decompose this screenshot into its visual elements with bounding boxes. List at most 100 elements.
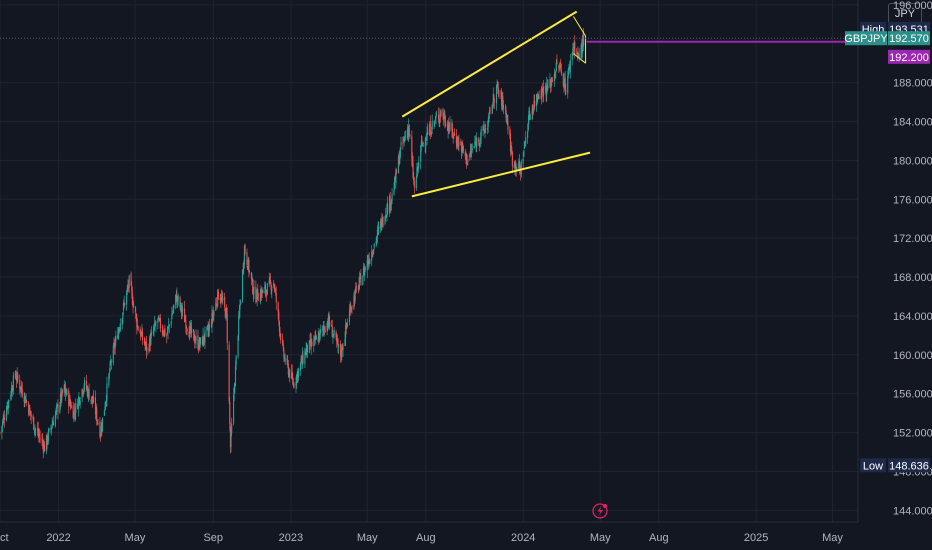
candle-body — [488, 114, 490, 122]
candle-body — [458, 141, 460, 147]
candle-body — [509, 130, 511, 136]
candle-body — [230, 431, 232, 447]
candle-body — [292, 377, 294, 384]
wedge-top-line[interactable] — [573, 16, 587, 37]
candle-body — [332, 334, 335, 335]
flash-event-icon[interactable] — [592, 503, 608, 519]
channel-upper-trendline[interactable] — [401, 10, 578, 118]
candle-body — [350, 307, 352, 312]
candle-body — [553, 74, 555, 82]
candle-body — [233, 389, 235, 394]
candle-body — [371, 251, 373, 261]
candle-body — [269, 279, 272, 284]
candle-body — [206, 325, 209, 327]
low-label-text: Low — [863, 460, 883, 472]
candle-body — [277, 302, 279, 312]
candle-body — [322, 326, 324, 331]
candle-body — [310, 339, 312, 346]
candle-body — [564, 77, 566, 91]
candle-body — [103, 409, 105, 416]
candle-body — [420, 145, 422, 162]
candle-body — [422, 143, 424, 144]
candle-body — [332, 335, 334, 337]
candle-body — [308, 340, 310, 353]
candle-body — [324, 330, 326, 333]
candle-body — [452, 128, 454, 137]
candle-body — [350, 307, 352, 313]
candle-body — [407, 129, 409, 135]
candle-body — [487, 119, 489, 127]
target-price-value-text: 192.200 — [889, 52, 929, 64]
candle-body — [313, 336, 315, 341]
candle-body — [128, 275, 130, 289]
candle-body — [435, 116, 437, 119]
candle-body — [238, 315, 240, 336]
candle-body — [265, 290, 267, 293]
candle-body — [114, 342, 116, 349]
candle-body — [269, 279, 271, 282]
candle-body — [148, 348, 150, 351]
low-value: 148.636 — [888, 458, 930, 473]
candle-body — [241, 269, 244, 301]
channel-lower-trendline[interactable] — [411, 151, 591, 198]
candle-body — [247, 259, 249, 270]
candle-body — [130, 273, 132, 286]
candle-body — [528, 110, 530, 121]
candle-body — [68, 390, 70, 407]
candle-body — [191, 327, 193, 334]
candle-body — [331, 324, 333, 327]
candle-body — [131, 286, 133, 292]
candle-body — [82, 391, 84, 394]
candle-body — [551, 79, 553, 81]
candle-body — [146, 347, 148, 350]
candle-body — [416, 167, 418, 178]
candle-body — [194, 340, 196, 344]
time-axis[interactable]: Oct 2022 May Sep 2023 May Aug 2024 May Aug 2025 May — [0, 532, 843, 544]
symbol-label: GBPJPY — [844, 31, 888, 45]
target-price-value: 192.200 — [888, 49, 930, 64]
candle-body — [34, 428, 36, 431]
candle-body — [318, 332, 321, 340]
candle-body — [260, 290, 262, 298]
candle-body — [152, 330, 154, 334]
candle-body — [569, 64, 571, 70]
candle-body — [163, 329, 165, 336]
candle-body — [289, 369, 291, 378]
candle-body — [228, 344, 230, 402]
candle-body — [54, 413, 56, 426]
candle-body — [167, 327, 169, 333]
candle-body — [380, 219, 382, 228]
candle-body — [65, 392, 67, 395]
candle-body — [541, 87, 543, 90]
candle-body — [202, 334, 204, 346]
candle-body — [84, 379, 86, 386]
candle-body — [73, 410, 76, 413]
candle-body — [217, 290, 219, 307]
drawings[interactable] — [0, 10, 858, 519]
candle-body — [23, 397, 25, 402]
candle-body — [128, 285, 130, 287]
candle-body — [237, 335, 239, 357]
candle-body — [257, 300, 259, 302]
last-price-value-text: 192.570 — [889, 33, 929, 45]
candle-body — [394, 176, 396, 182]
candle-body — [527, 122, 529, 130]
candle-body — [534, 100, 536, 107]
candle-body — [247, 265, 249, 270]
price-axis[interactable]: 196.000 188.000 184.000 180.000 176.000 172.0… — [893, 0, 932, 517]
candle-body — [460, 141, 462, 146]
candle-body — [461, 143, 463, 152]
time-tick-label: May — [125, 532, 146, 544]
candle-body — [224, 308, 226, 318]
wedge-bottom-line[interactable] — [573, 53, 586, 64]
candle-body — [185, 320, 187, 329]
candle-body — [462, 143, 464, 148]
candle-body — [110, 361, 112, 363]
candle-body — [82, 390, 84, 394]
candle-body — [536, 94, 538, 98]
candle-body — [198, 348, 200, 350]
candle-body — [545, 89, 547, 96]
candle-body — [126, 291, 128, 305]
candle-body — [150, 335, 152, 345]
